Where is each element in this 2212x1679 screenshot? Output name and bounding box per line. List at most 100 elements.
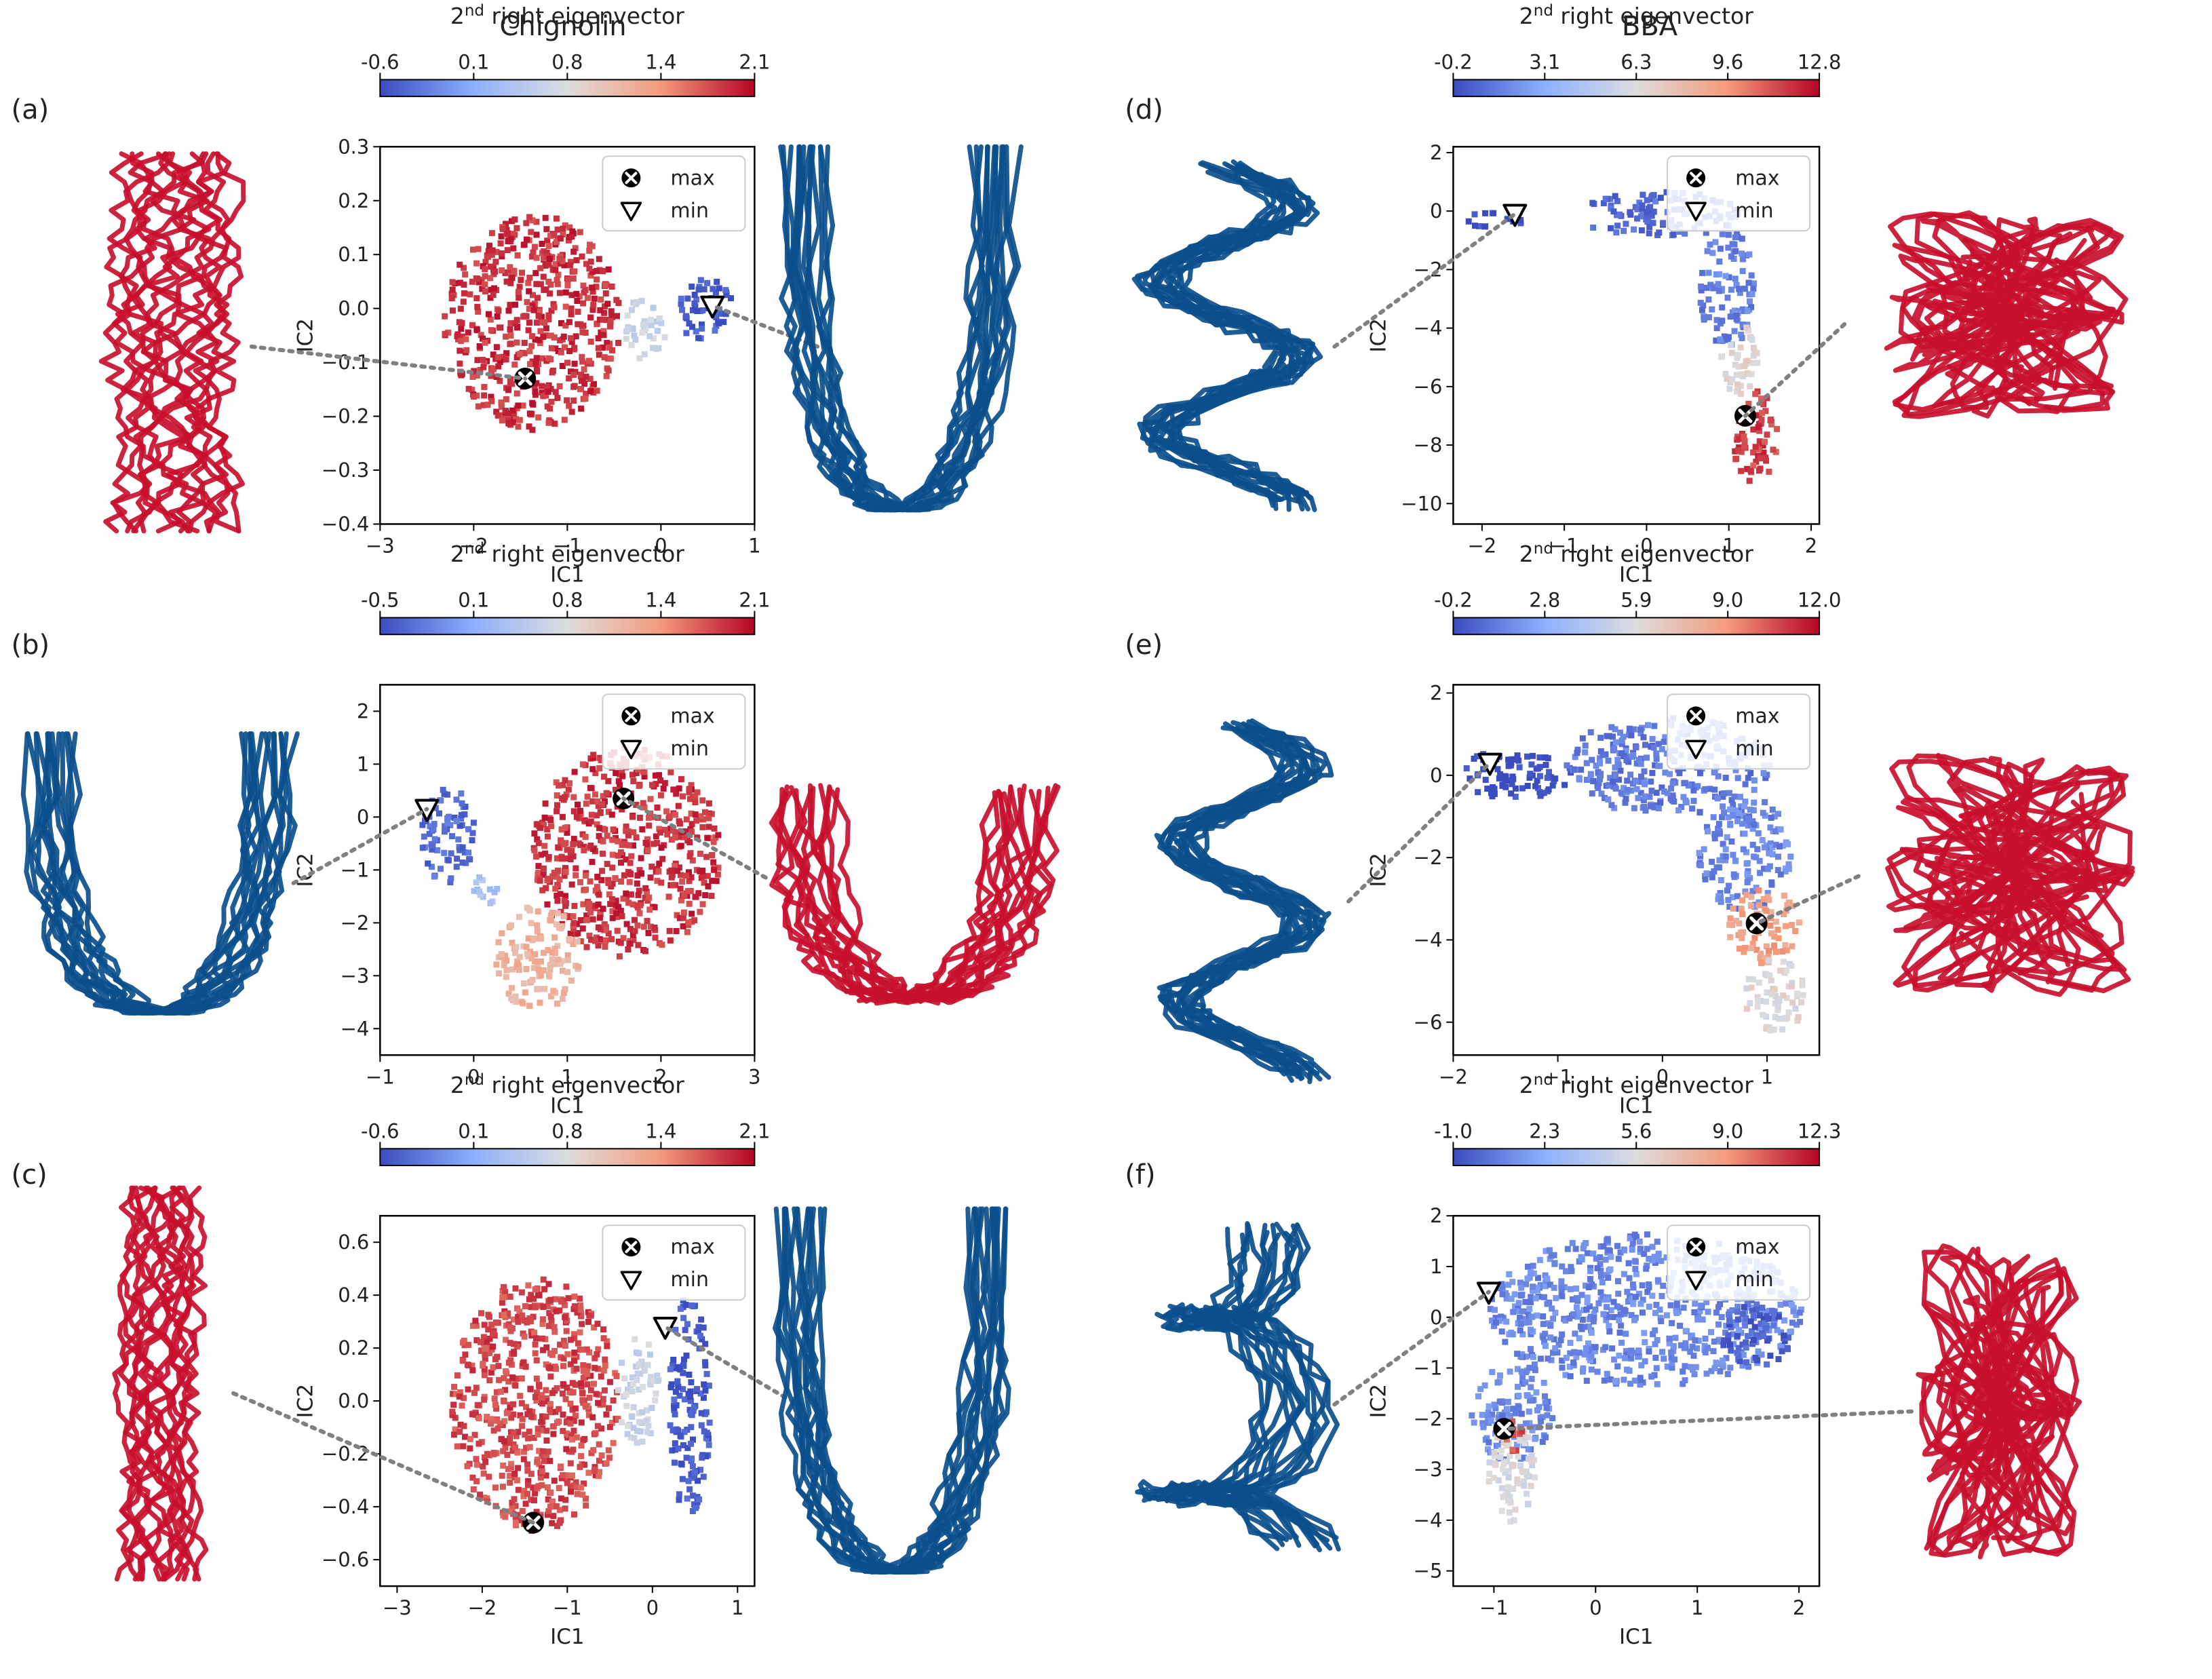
heatmap-cell (497, 324, 503, 331)
heatmap-cell (512, 301, 518, 308)
heatmap-cell (548, 1317, 555, 1324)
heatmap-cell (545, 243, 552, 249)
heatmap-cell (1610, 208, 1617, 215)
heatmap-cell (1659, 1349, 1666, 1355)
heatmap-cell (503, 973, 509, 980)
heatmap-cell (1633, 1233, 1639, 1240)
heatmap-cell (579, 253, 585, 260)
heatmap-cell (710, 286, 716, 292)
heatmap-cell (1612, 726, 1618, 733)
y-tick-label: −4 (341, 1017, 370, 1040)
heatmap-cell (510, 1316, 517, 1323)
heatmap-cell (1529, 1427, 1536, 1433)
colorbar-label: 2nd right eigenvector (1519, 1071, 1753, 1098)
heatmap-cell (1780, 959, 1787, 965)
heatmap-cell (594, 821, 600, 828)
heatmap-cell (571, 360, 578, 367)
heatmap-cell (687, 850, 694, 857)
heatmap-cell (505, 269, 511, 275)
heatmap-cell (689, 857, 696, 864)
heatmap-cell (1652, 762, 1658, 769)
heatmap-cell (589, 243, 596, 250)
heatmap-cell (700, 1324, 707, 1331)
heatmap-cell (704, 279, 711, 286)
heatmap-cell (1602, 1256, 1609, 1263)
heatmap-cell (513, 944, 520, 950)
heatmap-cell (487, 900, 494, 906)
heatmap-cell (1711, 868, 1718, 874)
heatmap-cell (1492, 1315, 1499, 1321)
heatmap-cell (1709, 858, 1715, 865)
heatmap-cell (1544, 1412, 1551, 1419)
heatmap-cell (1749, 976, 1756, 983)
heatmap-cell (450, 1412, 457, 1419)
heatmap-cell (570, 941, 577, 947)
heatmap-cell (545, 1364, 552, 1371)
heatmap-cell (1543, 1404, 1550, 1411)
heatmap-cell (511, 270, 518, 277)
y-tick-label: −10 (1401, 492, 1442, 515)
heatmap-cell (1597, 735, 1604, 741)
heatmap-cell (652, 934, 659, 941)
heatmap-cell (505, 417, 511, 423)
heatmap-cell (528, 1413, 535, 1420)
heatmap-cell (1502, 1492, 1509, 1499)
heatmap-cell (609, 836, 616, 843)
heatmap-cell (587, 785, 594, 791)
heatmap-cell (1753, 1301, 1760, 1308)
heatmap-cell (1527, 771, 1534, 777)
heatmap-cell (1747, 1000, 1753, 1007)
heatmap-cell (686, 900, 693, 907)
heatmap-cell (458, 372, 465, 379)
heatmap-cell (451, 814, 458, 821)
heatmap-cell (573, 865, 579, 872)
heatmap-cell (1755, 887, 1762, 894)
heatmap-cell (535, 967, 542, 973)
heatmap-cell (1733, 455, 1740, 462)
heatmap-cell (605, 930, 612, 937)
heatmap-cell (524, 1411, 531, 1418)
heatmap-cell (594, 934, 600, 941)
colorbar-tick-label: 2.1 (739, 50, 770, 73)
heatmap-cell (1541, 1338, 1547, 1345)
heatmap-cell (1734, 351, 1741, 358)
heatmap-cell (1509, 1331, 1516, 1338)
heatmap-cell (654, 328, 661, 334)
heatmap-cell (1587, 1313, 1594, 1320)
heatmap-cell (1627, 771, 1634, 778)
heatmap-cell (1697, 299, 1704, 306)
heatmap-cell (1741, 948, 1747, 955)
heatmap-cell (586, 901, 593, 907)
heatmap-cell (1755, 424, 1762, 431)
heatmap-cell (568, 1488, 574, 1495)
heatmap-cell (667, 1422, 674, 1429)
heatmap-cell (1571, 767, 1578, 773)
heatmap-cell (698, 1316, 705, 1323)
heatmap-cell (529, 333, 535, 340)
heatmap-cell (1719, 814, 1726, 821)
heatmap-cell (647, 923, 654, 930)
heatmap-cell (1766, 957, 1772, 964)
heatmap-cell (623, 824, 629, 830)
heatmap-cell (1756, 857, 1763, 864)
heatmap-cell (1587, 774, 1594, 781)
heatmap-cell (503, 967, 510, 973)
column-title-chignolin: Chignolin (499, 11, 626, 42)
heatmap-cell (545, 1508, 552, 1515)
heatmap-cell (486, 1377, 493, 1384)
heatmap-cell (1725, 1332, 1732, 1338)
heatmap-cell (697, 908, 703, 915)
panel-f: (f)2nd right eigenvector-1.0 2.3 5.6 9.0 12.… (1125, 1071, 1914, 1649)
heatmap-cell (1760, 1333, 1766, 1339)
heatmap-cell (704, 872, 711, 879)
heatmap-cell (536, 1448, 543, 1454)
heatmap-cell (595, 803, 602, 809)
heatmap-cell (653, 1390, 659, 1397)
heatmap-cell (537, 999, 543, 1006)
heatmap-cell (563, 1446, 570, 1452)
heatmap-cell (626, 879, 633, 885)
heatmap-cell (1668, 785, 1675, 792)
heatmap-cell (579, 322, 585, 329)
heatmap-cell (703, 1435, 710, 1442)
heatmap-cell (1627, 1381, 1634, 1387)
